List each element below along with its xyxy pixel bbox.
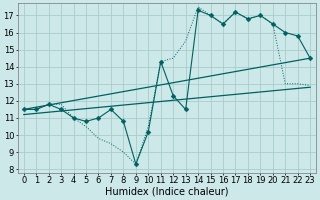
X-axis label: Humidex (Indice chaleur): Humidex (Indice chaleur): [105, 187, 229, 197]
